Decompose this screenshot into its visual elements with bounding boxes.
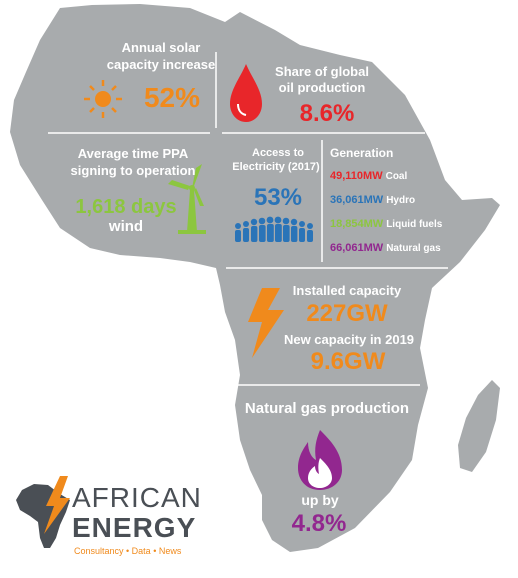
people-icon — [235, 216, 313, 242]
generation-liquid-mw: 18,854MW — [330, 218, 384, 230]
madagascar-map — [458, 380, 500, 472]
access-label-line2: Electricity (2017) — [232, 161, 320, 173]
generation-row-liquid: 18,854MW Liquid fuels — [330, 218, 442, 230]
oil-drop-highlight-icon — [237, 103, 247, 116]
logo-tagline: Consultancy • Data • News — [74, 546, 182, 556]
access-label-line1: Access to — [252, 147, 304, 159]
solar-label-line2: capacity increase — [106, 57, 216, 72]
flame-inner-icon — [308, 458, 332, 488]
generation-coal-label: Coal — [385, 171, 408, 182]
logo-line2: ENERGY — [72, 512, 197, 543]
generation-row-hydro: 36,061MW Hydro — [330, 194, 415, 206]
gas-value: 4.8% — [291, 510, 347, 537]
ppa-value: 1,618 days — [75, 196, 177, 218]
access-value: 53% — [253, 184, 303, 211]
generation-row-gas: 66,061MW Natural gas — [330, 242, 441, 254]
oil-label-line1: Share of global — [275, 64, 369, 79]
generation-coal-mw: 49,110MW — [330, 170, 383, 182]
gas-label: Natural gas production — [244, 400, 410, 417]
wind-turbine-icon — [168, 164, 206, 234]
capacity-new-label: New capacity in 2019 — [283, 332, 415, 347]
generation-gas-label: Natural gas — [386, 243, 441, 254]
lightning-icon — [248, 288, 284, 358]
capacity-label: Installed capacity — [292, 283, 402, 298]
sun-icon — [84, 80, 122, 118]
generation-gas-mw: 66,061MW — [330, 242, 384, 254]
logo-africa-icon — [16, 484, 70, 548]
ppa-label-line2: signing to operation — [70, 163, 196, 178]
logo-line1: AFRICAN — [72, 482, 202, 513]
generation-title: Generation — [330, 146, 394, 160]
oil-value: 8.6% — [299, 100, 355, 127]
ppa-label-line1: Average time PPA — [77, 146, 189, 161]
gas-up-label: up by — [301, 492, 339, 508]
capacity-new-value: 9.6GW — [310, 348, 386, 375]
oil-label-line2: oil production — [278, 80, 366, 95]
africa-map — [10, 4, 500, 552]
generation-hydro-label: Hydro — [386, 195, 416, 206]
capacity-value: 227GW — [306, 300, 388, 327]
ppa-sub: wind — [108, 218, 144, 235]
generation-hydro-mw: 36,061MW — [330, 194, 384, 206]
logo-lightning-icon — [44, 476, 70, 534]
solar-value: 52% — [143, 82, 201, 113]
generation-row-coal: 49,110MW Coal — [330, 170, 407, 182]
solar-label-line1: Annual solar — [121, 40, 201, 55]
generation-liquid-label: Liquid fuels — [386, 219, 443, 230]
